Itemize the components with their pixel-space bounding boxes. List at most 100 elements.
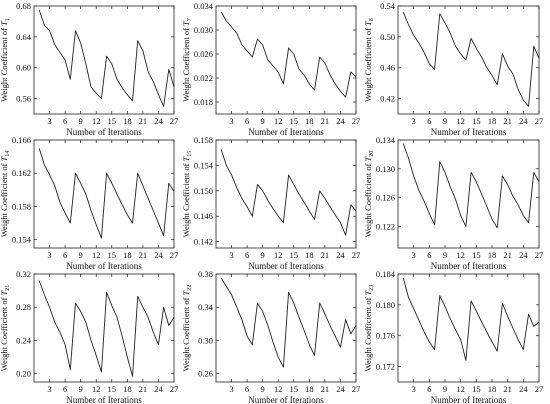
x-tick-label: 3 [229,384,233,394]
x-tick-label: 21 [139,250,148,260]
y-tick-label: 0.68 [16,1,31,11]
plot-frame [215,139,357,249]
series-line [38,280,175,377]
plot-frame [215,273,357,383]
y-axis-label: Weight Coefficient of T21 [0,285,11,372]
y-tick-label: 0.20 [16,369,31,379]
plot-frame [397,139,540,249]
y-tick-label: 0.018 [194,97,213,107]
y-tick-label: 0.60 [16,63,31,73]
x-tick-label: 18 [123,250,132,260]
x-tick-label: 12 [456,250,465,260]
x-tick-label: 9 [443,384,447,394]
x-tick-label: 6 [63,116,67,126]
x-tick-label: 27 [170,250,179,260]
x-tick-label: 12 [274,250,283,260]
y-tick-label: 0.154 [12,235,32,245]
x-tick-label: 27 [170,116,179,126]
x-tick-label: 21 [503,384,512,394]
y-tick-label: 0.56 [16,94,31,104]
series-line [220,277,357,368]
x-tick-label: 3 [229,250,233,260]
y-tick-label: 0.034 [194,1,214,11]
y-tick-label: 0.122 [376,221,395,231]
chart-panel: 3 6 9 12 15 18 21 24 27 0.26 0.30 0.34 0.38 Number of… [181,269,360,404]
y-tick-label: 0.022 [194,73,213,83]
x-tick-label: 15 [290,250,299,260]
y-tick-label: 0.030 [194,25,213,35]
series-line [402,143,540,229]
x-tick-label: 15 [472,250,481,260]
x-tick-label: 12 [456,384,465,394]
chart-panel: 3 6 9 12 15 18 21 24 27 0.20 0.24 0.28 0.32 Number of… [0,269,178,404]
x-tick-label: 18 [305,116,314,126]
x-axis-label: Number of Iterations [248,261,324,271]
x-tick-label: 12 [274,384,283,394]
x-tick-label: 6 [427,250,431,260]
y-axis-label: Weight Coefficient of T20 [363,151,375,238]
x-axis-label: Number of Iterations [248,127,324,137]
x-tick-label: 3 [47,250,51,260]
y-axis-label: Weight Coefficient of T7 [181,18,193,102]
x-tick-label: 9 [261,116,265,126]
x-tick-label: 15 [472,384,481,394]
series-line [402,277,540,361]
x-tick-label: 18 [305,250,314,260]
x-tick-label: 15 [108,384,117,394]
x-tick-label: 15 [108,116,117,126]
y-axis-label: Weight Coefficient of T14 [0,151,11,238]
y-tick-label: 0.180 [376,300,395,310]
x-tick-label: 3 [412,250,416,260]
x-tick-label: 6 [63,384,67,394]
x-tick-label: 24 [154,250,163,260]
y-tick-label: 0.38 [198,269,213,279]
plot-frame [397,5,540,115]
x-tick-label: 9 [79,116,83,126]
chart-panel: 3 6 9 12 15 18 21 24 27 0.42 0.46 0.50 0.54 Number of… [363,1,543,137]
x-tick-label: 21 [503,250,512,260]
x-axis-label: Number of Iterations [66,261,142,271]
x-tick-label: 27 [352,250,361,260]
y-tick-label: 0.150 [194,186,213,196]
series-line [220,149,357,236]
y-tick-label: 0.142 [194,237,213,247]
x-tick-label: 27 [535,116,544,126]
x-axis-label: Number of Iterations [66,395,142,404]
y-tick-label: 0.54 [380,1,396,11]
x-tick-label: 6 [63,250,67,260]
series-line [220,11,357,98]
x-tick-label: 12 [92,384,101,394]
chart-panel: 3 6 9 12 15 18 21 24 27 0.142 0.146 0.150 0.154 0.158… [181,135,360,271]
x-tick-label: 18 [123,116,132,126]
x-tick-label: 15 [290,116,299,126]
y-tick-label: 0.146 [194,211,213,221]
y-tick-label: 0.026 [194,49,213,59]
x-tick-label: 24 [519,250,528,260]
x-tick-label: 24 [519,116,528,126]
chart-panel: 3 6 9 12 15 18 21 24 27 0.56 0.60 0.64 0.68 Number of… [0,1,178,137]
x-tick-label: 12 [92,116,101,126]
chart-panel: 3 6 9 12 15 18 21 24 27 0.122 0.126 0.130 0.134 Numbe… [363,135,543,271]
x-tick-label: 3 [47,116,51,126]
x-tick-label: 21 [139,116,148,126]
x-tick-label: 15 [290,384,299,394]
y-axis-label: Weight Coefficient of T23 [363,285,375,372]
x-tick-label: 12 [456,116,465,126]
series-line [38,148,175,239]
x-tick-label: 27 [535,384,544,394]
y-tick-label: 0.50 [380,32,395,42]
y-tick-label: 0.46 [380,63,395,73]
x-tick-label: 3 [412,384,416,394]
x-tick-label: 12 [92,250,101,260]
y-tick-label: 0.34 [198,302,214,312]
x-tick-label: 27 [170,384,179,394]
x-tick-label: 21 [139,384,148,394]
x-tick-label: 27 [352,116,361,126]
x-tick-label: 3 [229,116,233,126]
x-tick-label: 18 [305,384,314,394]
series-line [402,11,540,107]
y-tick-label: 0.130 [376,164,395,174]
x-axis-label: Number of Iterations [431,127,507,137]
x-tick-label: 21 [321,384,330,394]
y-axis-label: Weight Coefficient of T22 [181,285,193,372]
